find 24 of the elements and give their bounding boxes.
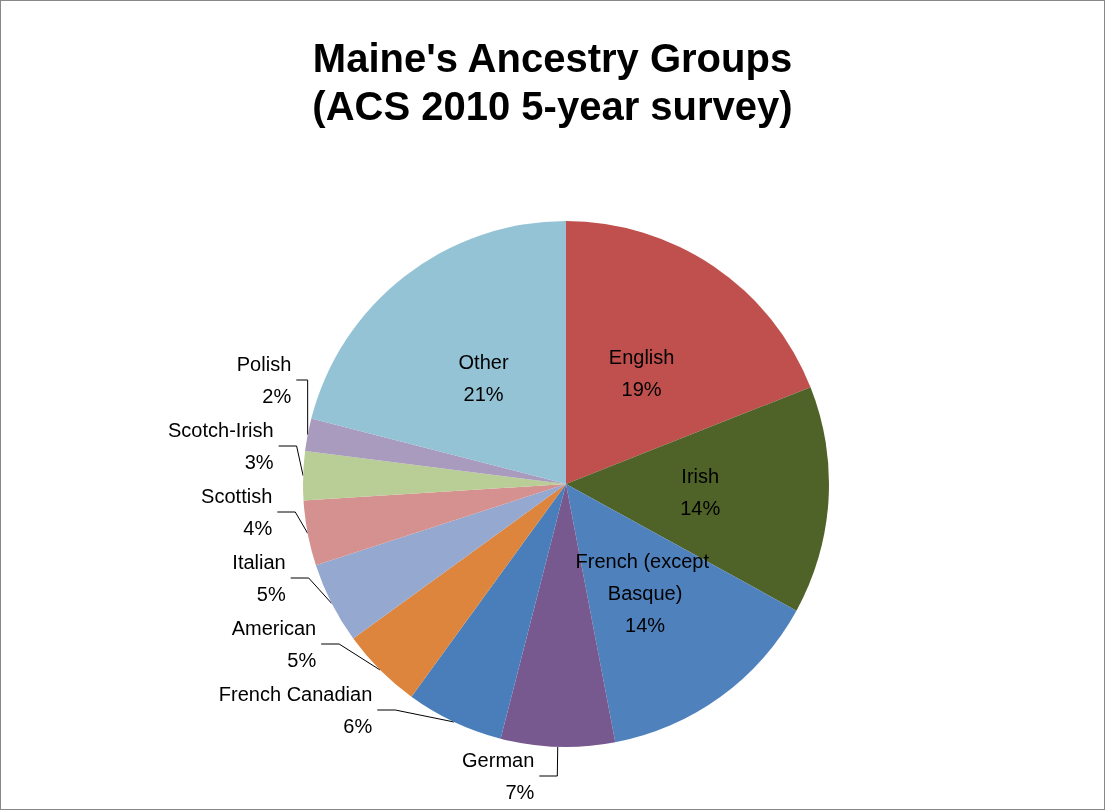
data-label: 5% (256, 583, 286, 605)
data-label: 3% (244, 451, 274, 473)
data-label: 2% (262, 385, 292, 407)
slice-label: Other (458, 350, 509, 373)
chart-title: Maine's Ancestry Groups (312, 36, 793, 80)
slice-label: Irish (681, 465, 720, 488)
data-label: 21% (463, 382, 504, 405)
slice-label: Polish (236, 353, 292, 375)
data-label: 7% (505, 781, 535, 803)
data-label: 19% (621, 377, 662, 400)
data-label: 5% (287, 649, 317, 671)
chart-subtitle: (ACS 2010 5-year survey) (312, 84, 793, 128)
data-label: 14% (680, 497, 721, 520)
slice-label: Italian (232, 551, 286, 573)
data-label: 4% (243, 517, 273, 539)
slice-label: American (231, 617, 317, 639)
data-label: 14% (625, 613, 666, 636)
slice-label: German (462, 749, 535, 771)
slice-label: Scottish (201, 485, 273, 507)
slice-label: French Canadian (218, 683, 373, 705)
data-label: 6% (343, 715, 373, 737)
slice-label: Scotch-Irish (168, 419, 274, 441)
slice-label: French (except Basque) (575, 549, 715, 604)
slice-label: English (608, 345, 675, 368)
